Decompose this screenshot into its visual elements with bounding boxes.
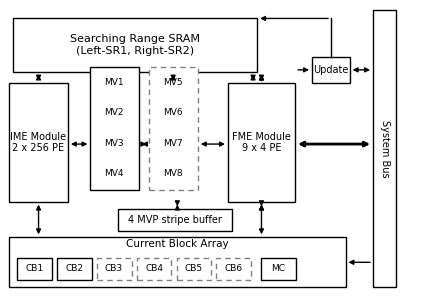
Bar [216,258,252,280]
Text: MV5: MV5 [163,78,183,87]
Text: CB5: CB5 [185,264,203,274]
Text: MV4: MV4 [105,169,124,178]
Text: Searching Range SRAM
(Left-SR1, Right-SR2): Searching Range SRAM (Left-SR1, Right-SR… [70,34,200,56]
Text: Update: Update [313,65,349,75]
Bar [9,237,346,287]
Text: CB4: CB4 [145,264,163,274]
Text: Current Block Array: Current Block Array [126,239,229,249]
Bar [9,83,68,202]
Bar [95,102,133,124]
Bar [149,67,198,190]
Bar [228,83,295,202]
Text: 4 MVP stripe buffer: 4 MVP stripe buffer [128,215,222,225]
Bar [176,258,211,280]
Text: MC: MC [271,264,285,274]
Text: CB6: CB6 [225,264,243,274]
Bar [154,162,192,184]
Bar [119,209,232,231]
Text: MV7: MV7 [163,138,183,148]
Text: MV1: MV1 [105,78,124,87]
Bar [373,10,396,287]
Bar [97,258,132,280]
Bar [137,258,171,280]
Bar [261,258,295,280]
Bar [154,72,192,94]
Bar [90,67,139,190]
Bar [95,162,133,184]
Text: CB2: CB2 [65,264,83,274]
Text: MV6: MV6 [163,108,183,117]
Text: MV2: MV2 [105,108,124,117]
Bar [95,132,133,154]
Text: System Bus: System Bus [379,120,390,177]
Text: IME Module
2 x 256 PE: IME Module 2 x 256 PE [11,132,67,153]
Bar [154,132,192,154]
Text: FME Module
9 x 4 PE: FME Module 9 x 4 PE [232,132,291,153]
Bar [57,258,92,280]
Text: CB1: CB1 [25,264,43,274]
Text: MV8: MV8 [163,169,183,178]
Text: MV3: MV3 [105,138,124,148]
Bar [14,18,257,72]
Bar [154,102,192,124]
Text: CB3: CB3 [105,264,123,274]
Bar [17,258,51,280]
Bar [312,57,350,83]
Bar [95,72,133,94]
